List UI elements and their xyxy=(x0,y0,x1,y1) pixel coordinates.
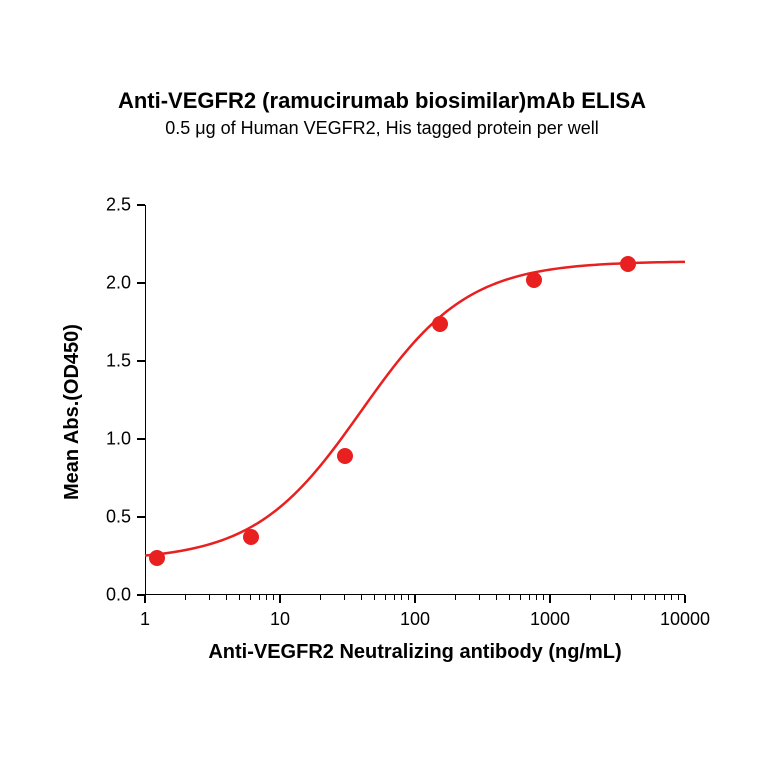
y-tick-label: 0.0 xyxy=(71,585,131,606)
x-tick-minor xyxy=(266,595,267,600)
data-marker xyxy=(620,256,636,272)
chart-container: Anti-VEGFR2 (ramucirumab biosimilar)mAb … xyxy=(0,0,764,764)
x-tick-minor xyxy=(259,595,260,600)
x-tick-label: 10000 xyxy=(660,609,710,630)
y-axis-label: Mean Abs.(OD450) xyxy=(61,324,84,500)
data-marker xyxy=(149,550,165,566)
x-tick-minor xyxy=(185,595,186,600)
data-marker xyxy=(432,316,448,332)
x-tick-minor xyxy=(529,595,530,600)
x-tick-minor xyxy=(590,595,591,600)
x-tick xyxy=(684,595,686,603)
x-tick-minor xyxy=(250,595,251,600)
x-tick-minor xyxy=(496,595,497,600)
y-tick-label: 2.5 xyxy=(71,195,131,216)
x-tick-minor xyxy=(655,595,656,600)
x-tick-label: 100 xyxy=(400,609,430,630)
y-tick xyxy=(137,204,145,206)
x-tick-minor xyxy=(239,595,240,600)
x-tick-minor xyxy=(631,595,632,600)
x-tick xyxy=(414,595,416,603)
x-tick-label: 10 xyxy=(270,609,290,630)
x-tick-minor xyxy=(394,595,395,600)
x-tick-minor xyxy=(664,595,665,600)
x-tick xyxy=(144,595,146,603)
x-tick-minor xyxy=(644,595,645,600)
y-tick xyxy=(137,516,145,518)
curve-line xyxy=(145,262,685,556)
data-marker xyxy=(243,529,259,545)
x-tick-minor xyxy=(678,595,679,600)
x-tick-minor xyxy=(536,595,537,600)
series-curve xyxy=(145,205,685,595)
plot-area: 0.00.51.01.52.02.5 110100100010000 Mean … xyxy=(145,205,685,595)
y-tick xyxy=(137,282,145,284)
y-tick xyxy=(137,360,145,362)
chart-title: Anti-VEGFR2 (ramucirumab biosimilar)mAb … xyxy=(0,88,764,114)
y-tick xyxy=(137,438,145,440)
x-tick-minor xyxy=(401,595,402,600)
data-marker xyxy=(526,272,542,288)
x-tick-minor xyxy=(509,595,510,600)
x-tick-minor xyxy=(614,595,615,600)
x-tick-minor xyxy=(479,595,480,600)
x-tick-minor xyxy=(344,595,345,600)
x-tick-minor xyxy=(226,595,227,600)
x-tick-minor xyxy=(543,595,544,600)
y-tick-label: 2.0 xyxy=(71,273,131,294)
x-tick-minor xyxy=(408,595,409,600)
x-tick-minor xyxy=(374,595,375,600)
y-tick-label: 0.5 xyxy=(71,507,131,528)
x-tick-minor xyxy=(671,595,672,600)
x-axis-label: Anti-VEGFR2 Neutralizing antibody (ng/mL… xyxy=(145,641,685,664)
x-tick-label: 1000 xyxy=(530,609,570,630)
x-tick-minor xyxy=(361,595,362,600)
x-tick-minor xyxy=(273,595,274,600)
x-tick-minor xyxy=(455,595,456,600)
x-tick xyxy=(279,595,281,603)
chart-subtitle: 0.5 μg of Human VEGFR2, His tagged prote… xyxy=(0,118,764,139)
data-marker xyxy=(337,448,353,464)
x-tick-minor xyxy=(320,595,321,600)
x-tick-minor xyxy=(209,595,210,600)
x-tick-label: 1 xyxy=(140,609,150,630)
x-tick-minor xyxy=(385,595,386,600)
x-tick-minor xyxy=(520,595,521,600)
x-tick xyxy=(549,595,551,603)
